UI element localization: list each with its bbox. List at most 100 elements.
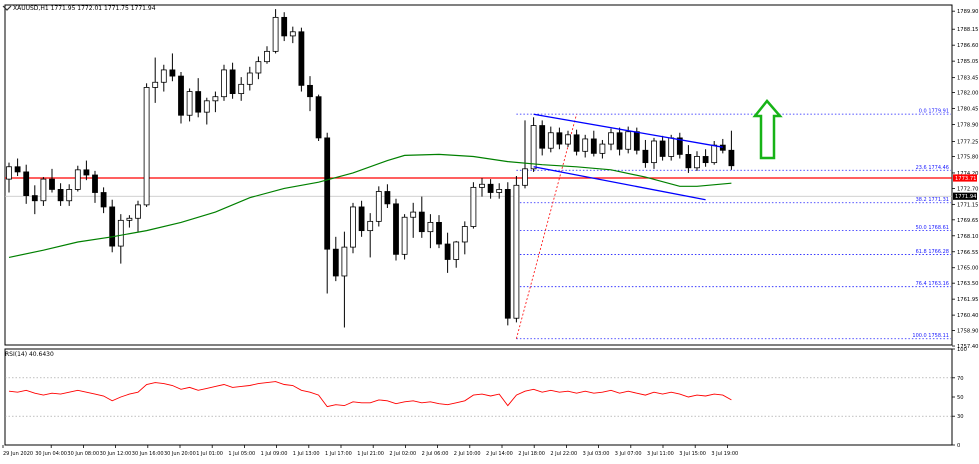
- price-tick-label: 1777.25: [957, 140, 978, 146]
- candle-bullish: [694, 156, 700, 169]
- candle-bullish: [522, 168, 528, 186]
- candle-bearish: [178, 75, 184, 116]
- candle-bearish: [487, 183, 494, 193]
- candle-bullish: [341, 246, 348, 277]
- candle-bearish: [616, 132, 623, 150]
- candle-bearish: [504, 189, 511, 319]
- price-tick-label: 1761.95: [957, 297, 978, 303]
- candle-bearish: [307, 84, 313, 98]
- candle-bearish: [659, 140, 666, 157]
- time-tick-label: 30 Jun 04:00: [35, 451, 67, 457]
- moving-average-line: [8, 153, 732, 258]
- symbol-info: XAUUSD,H1 1771.95 1772.01 1771.75 1771.9…: [13, 5, 156, 12]
- time-tick-label: 1 Jul 01:00: [196, 451, 223, 457]
- fib-level-label: 38.2 1771.31: [916, 197, 949, 203]
- fib-level-label: 61.8 1766.28: [916, 249, 949, 255]
- fib-level-label: 100.0 1758.11: [912, 333, 949, 339]
- candle-bullish: [547, 132, 554, 149]
- candle-bearish: [676, 137, 683, 155]
- fib-level-label: 76.4 1763.16: [916, 281, 949, 287]
- support-price-tag-label: 1773.71: [955, 176, 976, 182]
- candle-bullish: [668, 137, 675, 157]
- candle-bullish: [246, 72, 253, 85]
- time-tick-label: 3 Jul 03:00: [583, 451, 610, 457]
- candle-bullish: [160, 69, 167, 83]
- candle-bullish: [255, 61, 262, 74]
- candle-bearish: [332, 248, 339, 277]
- rsi-tick-label: 70: [957, 376, 964, 382]
- price-tick-label: 1789.90: [957, 9, 978, 15]
- candle-bullish: [582, 138, 589, 152]
- candle-bullish: [410, 211, 417, 218]
- fib-level-label: 50.0 1768.61: [916, 225, 949, 231]
- candle-bullish: [608, 132, 614, 145]
- time-axis: 29 Jun 2020 30 Jun 04:00 30 Jun 08:00 30 Ju…: [2, 445, 738, 457]
- candle-bullish: [289, 31, 296, 37]
- price-tick-label: 1785.05: [957, 59, 978, 65]
- channel-upper-line[interactable]: [533, 113, 723, 148]
- candle-bearish: [642, 149, 649, 164]
- time-tick-label: 3 Jul 11:00: [647, 451, 674, 457]
- candle-bullish: [221, 69, 227, 98]
- rsi-tick-label: 50: [957, 395, 964, 401]
- price-tick-label: 1772.70: [957, 186, 978, 192]
- candle-bullish: [272, 16, 279, 52]
- candle-bullish: [367, 220, 374, 232]
- candle-bullish: [40, 178, 47, 202]
- candle-bullish: [461, 226, 468, 243]
- candle-bearish: [384, 191, 391, 205]
- candle-bullish: [203, 100, 210, 113]
- descending-channel[interactable]: [533, 113, 723, 201]
- price-tick-label: 1758.90: [957, 329, 978, 335]
- candle-bearish: [281, 16, 288, 37]
- rsi-tick-label: 0: [957, 443, 960, 449]
- price-tick-label: 1774.20: [957, 171, 978, 177]
- time-tick-label: 1 Jul 17:00: [325, 451, 352, 457]
- candle-bearish: [57, 189, 64, 202]
- support-price-tag: [953, 174, 977, 182]
- candle-bullish: [530, 125, 537, 170]
- candle-bearish: [92, 174, 98, 193]
- price-tick-label: 1786.60: [957, 43, 978, 49]
- candle-bearish: [14, 166, 21, 173]
- price-tick-label: 1765.00: [957, 266, 978, 272]
- time-tick-label: 2 Jul 06:00: [422, 451, 449, 457]
- candle-bullish: [117, 219, 124, 247]
- time-tick-label: 30 Jun 08:00: [67, 451, 99, 457]
- candle-bearish: [31, 195, 38, 202]
- candle-bearish: [109, 206, 116, 247]
- channel-lower-line[interactable]: [533, 166, 706, 201]
- time-tick-label: 2 Jul 18:00: [518, 451, 545, 457]
- main-plot-border: [4, 4, 953, 346]
- candlesticks: [6, 9, 735, 328]
- current-price-tag: [953, 192, 977, 200]
- rsi-tick-label: 100: [957, 347, 967, 353]
- candle-bullish: [238, 83, 245, 95]
- price-tick-label: 1763.50: [957, 281, 978, 287]
- candle-bearish: [418, 211, 425, 233]
- horizontal-levels[interactable]: [5, 177, 952, 197]
- candle-bearish: [702, 156, 709, 164]
- candle-bullish: [496, 189, 503, 193]
- price-tick-label: 1782.00: [957, 91, 978, 97]
- fibonacci-retracement[interactable]: 0.0 1779.91 23.6 1774.46 38.2 1771.31 50.0 …: [516, 109, 951, 340]
- candle-bullish: [74, 169, 81, 190]
- chart-icon: [2, 5, 12, 11]
- time-tick-label: 30 Jun 12:00: [100, 451, 132, 457]
- candle-bearish: [633, 131, 640, 151]
- price-tick-label: 1771.15: [957, 202, 978, 208]
- rsi-label: RSI(14) 40.6430: [5, 351, 54, 358]
- candle-bullish: [126, 217, 133, 221]
- price-tick-label: 1775.80: [957, 154, 978, 160]
- candle-bullish: [513, 184, 520, 319]
- candle-bearish: [23, 171, 30, 197]
- candle-bullish: [625, 131, 632, 150]
- candle-bullish: [66, 189, 73, 202]
- candle-bullish: [143, 87, 150, 206]
- candle-bullish: [350, 206, 356, 248]
- time-tick-label: 2 Jul 10:00: [454, 451, 481, 457]
- candle-bullish: [651, 140, 657, 164]
- candle-bullish: [375, 191, 382, 222]
